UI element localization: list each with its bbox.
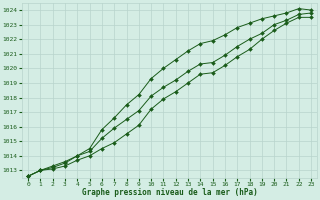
X-axis label: Graphe pression niveau de la mer (hPa): Graphe pression niveau de la mer (hPa): [82, 188, 258, 197]
